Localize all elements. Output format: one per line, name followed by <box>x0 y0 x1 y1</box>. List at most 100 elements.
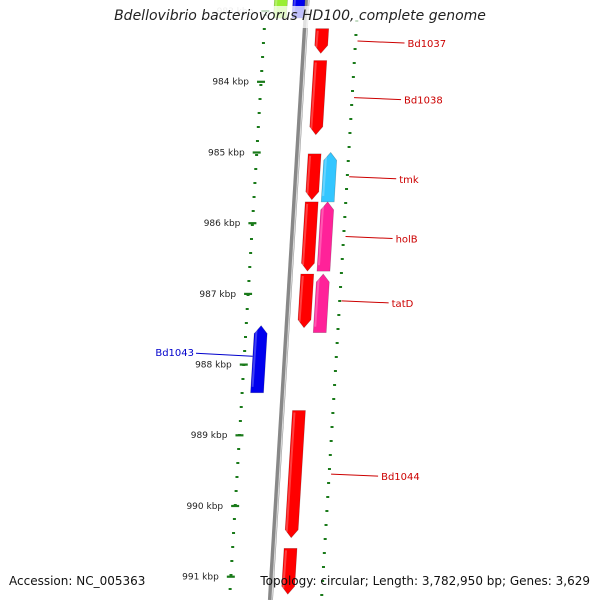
ruler-dot <box>247 280 251 282</box>
ruler-tick-label: 988 kbp <box>195 361 232 371</box>
accession-label: Accession: NC_005363 <box>9 574 146 588</box>
ruler-dot <box>248 266 252 268</box>
ruler-tick <box>235 434 244 437</box>
ruler-dot <box>251 210 255 212</box>
ruler-tick-label: 987 kbp <box>199 290 236 300</box>
gene-forward_gene <box>281 548 298 595</box>
outer-ruler-dot <box>338 300 342 302</box>
ruler-dot <box>232 518 236 520</box>
outer-ruler-dot <box>339 286 343 288</box>
ruler-dot <box>243 350 247 352</box>
ruler-dot <box>240 392 244 394</box>
outer-ruler-dot <box>334 356 338 358</box>
gene-label: Bd1038 <box>404 96 443 107</box>
ruler-dot <box>255 154 259 156</box>
gene-highlight <box>314 275 320 327</box>
gene-label-leader <box>331 473 379 477</box>
gene-label-leader <box>349 176 397 180</box>
outer-ruler-dot <box>342 230 346 232</box>
ruler-dot <box>241 378 245 380</box>
ruler-dot <box>237 448 241 450</box>
ruler-tick-label: 989 kbp <box>191 431 228 441</box>
ruler-tick <box>257 80 266 83</box>
ruler-tick-label: 990 kbp <box>186 502 223 512</box>
outer-ruler-dot <box>322 552 326 554</box>
ruler-dot <box>261 56 265 58</box>
outer-ruler-dot <box>352 62 356 64</box>
gene-label: Bd1043 <box>155 348 194 359</box>
outer-ruler-dot <box>345 188 349 190</box>
ruler-dot <box>257 112 261 114</box>
gene-highlight <box>298 275 304 322</box>
ruler-dot <box>232 532 236 534</box>
outer-ruler-dot <box>326 496 330 498</box>
ruler-dot <box>236 462 240 464</box>
ruler-dot <box>230 560 234 562</box>
ruler-tick <box>231 504 240 508</box>
ruler-dot <box>238 420 242 422</box>
outer-ruler-dot <box>353 48 357 50</box>
outer-ruler-dot <box>347 146 351 148</box>
outer-ruler-dot <box>351 90 355 92</box>
outer-ruler-dot <box>340 258 344 260</box>
gene-highlight <box>301 203 309 266</box>
outer-ruler-dot <box>330 426 334 428</box>
ruler-dot <box>261 42 265 44</box>
gene-label-leader <box>341 300 389 304</box>
outer-ruler-dot <box>327 482 331 484</box>
ruler-tick <box>226 575 235 578</box>
outer-ruler-dot <box>321 580 325 582</box>
ruler-dot <box>235 476 239 478</box>
ruler-tick <box>252 151 261 154</box>
gene-highlight <box>282 550 288 589</box>
gene-Bd1043 <box>250 325 268 394</box>
ruler-tick <box>248 222 257 225</box>
gene-highlight <box>251 327 258 387</box>
outer-ruler-dot <box>343 216 347 218</box>
genome-title: Bdellovibrio bacteriovorus HD100, comple… <box>114 8 486 24</box>
ruler-tick-label: 991 kbp <box>182 573 219 583</box>
gene-magenta_gene <box>316 201 335 272</box>
ruler-dot <box>262 28 266 30</box>
ruler-dot <box>249 238 253 240</box>
ruler-dot <box>228 588 232 590</box>
outer-ruler-dot <box>346 160 350 162</box>
ruler-dot <box>256 126 260 128</box>
ruler-dot <box>258 98 262 100</box>
outer-ruler-dot <box>339 272 343 274</box>
outer-ruler-dot <box>354 34 358 36</box>
outer-ruler-dot <box>327 468 331 470</box>
gene-highlight <box>322 154 328 196</box>
gene-Bd1038 <box>309 60 328 136</box>
gene-label-leader <box>195 352 253 357</box>
gene-tatD <box>297 273 315 329</box>
genome-backbone <box>267 0 310 601</box>
gene-label: holB <box>396 235 418 246</box>
outer-ruler-dot <box>348 132 352 134</box>
gene-label-leader <box>354 97 402 101</box>
ruler-dot <box>244 336 248 338</box>
gene-tmk <box>305 153 322 201</box>
gene-label: tmk <box>399 175 419 186</box>
ruler-tick-label: 985 kbp <box>208 148 245 158</box>
outer-ruler-dot <box>351 76 355 78</box>
gene-Bd1037 <box>314 28 330 54</box>
outer-ruler-dot <box>323 538 327 540</box>
outer-ruler-dot <box>320 594 324 596</box>
ruler-dot <box>259 84 263 86</box>
outer-ruler-dot <box>331 412 335 414</box>
gene-label: tatD <box>392 299 414 310</box>
genome-backbone-highlight <box>271 0 310 601</box>
outer-ruler-dot <box>329 440 333 442</box>
ruler-dot <box>231 546 235 548</box>
ruler-dot <box>239 406 243 408</box>
gene-holB <box>301 201 319 272</box>
outer-ruler-dot <box>344 202 348 204</box>
outer-ruler-dot <box>328 454 332 456</box>
outer-ruler-dot <box>324 524 328 526</box>
title-backdrop <box>110 6 490 28</box>
ruler-tick-label: 984 kbp <box>212 78 249 88</box>
ruler-dot <box>254 168 258 170</box>
